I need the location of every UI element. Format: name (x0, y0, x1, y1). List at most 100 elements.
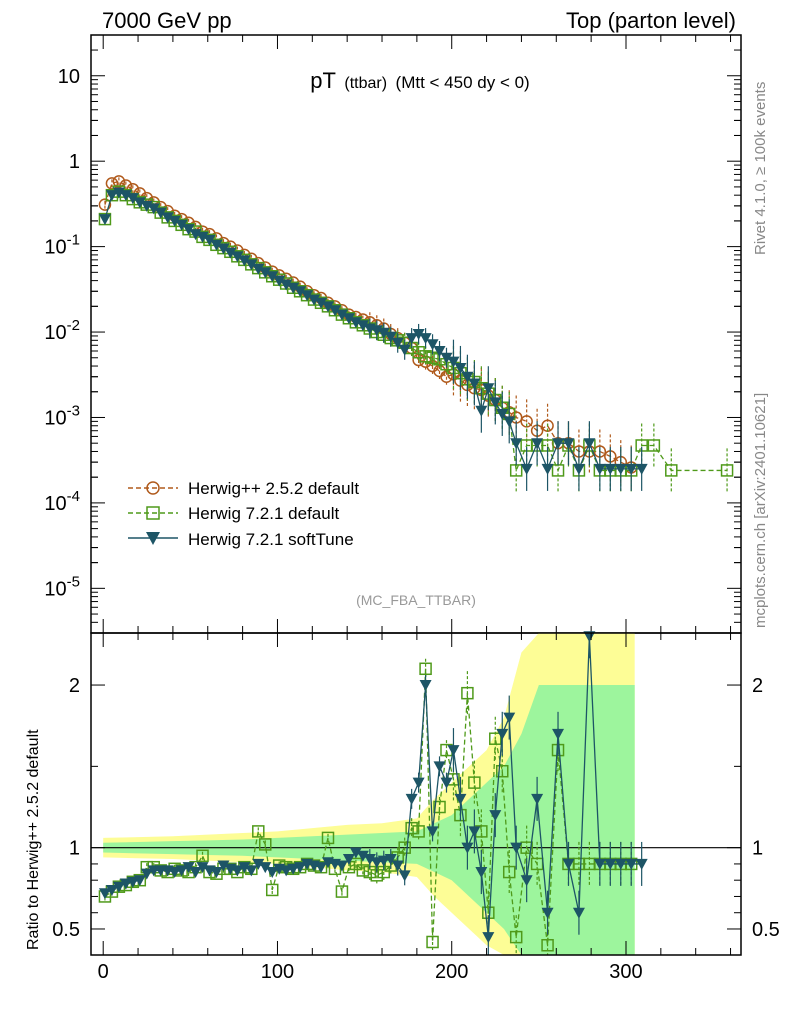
main-point (98, 214, 111, 226)
main-point (572, 463, 585, 475)
main-point (301, 290, 314, 302)
main-point (147, 203, 160, 215)
legend-marker-herwigpp (146, 481, 160, 495)
plot-title-cuts: (Mtt < 450 dy < 0) (396, 73, 530, 92)
main-point (168, 215, 181, 227)
ratio-point (238, 862, 251, 874)
main-point (126, 193, 139, 205)
main-point (133, 197, 146, 209)
ratio-point (502, 865, 516, 879)
main-point (625, 463, 638, 475)
main-point (647, 439, 661, 452)
main-point (175, 219, 188, 231)
y-tick-label: 10-1 (44, 232, 80, 259)
ratio-point (604, 858, 617, 870)
main-point (266, 271, 279, 283)
main-point (426, 339, 439, 351)
ratio-point (335, 860, 348, 872)
ratio-point (370, 857, 383, 869)
ratio-point (98, 888, 111, 900)
ratio-point (321, 831, 335, 845)
main-point (105, 177, 119, 190)
ratio-point (531, 793, 544, 805)
main-point (614, 463, 627, 475)
x-tick-label: 300 (609, 961, 642, 983)
ratio-point (482, 932, 495, 944)
main-point (552, 438, 565, 450)
ratio-point (503, 712, 516, 724)
main-point (238, 255, 251, 267)
legend-entry-herwig7-softtune: Herwig 7.2.1 softTune (128, 530, 354, 549)
band-green (103, 685, 635, 955)
ratio-y-tick-label: 0.5 (52, 919, 80, 941)
ratio-point (196, 849, 209, 863)
main-point (224, 247, 237, 259)
main-point (531, 438, 544, 450)
ratio-y-tick-label-right: 2 (752, 675, 763, 697)
main-point (273, 275, 286, 287)
legend: Herwig++ 2.5.2 default Herwig 7.2.1 defa… (128, 479, 359, 549)
ratio-point (252, 858, 265, 870)
y-tick-label: 10-2 (44, 317, 80, 344)
rivet-label: Rivet 4.1.0, ≥ 100k events (752, 82, 769, 255)
main-point (583, 438, 596, 450)
plot-title-main: pT (310, 68, 336, 93)
legend-label-herwigpp: Herwig++ 2.5.2 default (188, 479, 359, 498)
ratio-point (412, 777, 425, 789)
ratio-point (496, 728, 509, 740)
main-panel: 10 1 10-1 10-2 10-3 10-4 10-5 (44, 34, 742, 634)
ratio-point (405, 793, 418, 805)
main-point (342, 313, 355, 325)
ratio-point (461, 686, 474, 700)
main-point (520, 463, 533, 475)
ratio-point (426, 826, 439, 838)
main-point (287, 282, 300, 294)
ratio-point (433, 800, 446, 814)
main-point (412, 328, 425, 340)
ratio-point (266, 867, 279, 879)
ratio-point (412, 825, 425, 838)
legend-marker-herwig7-default (146, 506, 160, 520)
ratio-point (384, 854, 397, 866)
ratio-point (126, 876, 139, 888)
x-tick-label: 0 (98, 961, 109, 983)
analysis-label: (MC_FBA_TTBAR) (356, 592, 476, 608)
ratio-y-tick-label-right: 1 (752, 838, 763, 860)
main-point (217, 243, 230, 255)
ratio-point (520, 841, 533, 854)
ratio-point (405, 821, 418, 835)
main-point (475, 405, 488, 417)
main-point (119, 190, 132, 202)
main-point (154, 207, 167, 219)
ratio-point (419, 662, 432, 676)
main-point (308, 294, 321, 306)
main-point (419, 333, 432, 345)
ratio-point (259, 838, 272, 851)
legend-marker-herwig7-softtune (146, 532, 160, 545)
main-point (440, 352, 453, 364)
ratio-point (583, 631, 596, 643)
main-point (203, 234, 216, 246)
ratio-point (572, 907, 585, 919)
main-point (391, 337, 404, 349)
ratio-point (294, 862, 307, 874)
ratio-point (391, 860, 404, 872)
ratio-point (625, 858, 638, 870)
ratio-point (133, 875, 146, 887)
ratio-point (356, 864, 370, 877)
main-point (377, 327, 390, 339)
main-point (398, 344, 411, 356)
main-point (412, 346, 425, 359)
x-tick-label: 200 (435, 961, 468, 983)
main-point (405, 333, 418, 345)
ratio-y-tick-label: 2 (69, 675, 80, 697)
ratio-point (489, 810, 502, 822)
legend-entry-herwigpp: Herwig++ 2.5.2 default (128, 479, 359, 498)
ratio-series-herwig-7-2-1-softtune (98, 631, 648, 955)
ratio-point (175, 865, 188, 877)
main-point (196, 231, 209, 243)
main-point (280, 279, 293, 291)
ratio-point (140, 868, 153, 880)
main-point (182, 224, 195, 236)
plot-title: pT (ttbar) (Mtt < 450 dy < 0) (310, 68, 529, 93)
